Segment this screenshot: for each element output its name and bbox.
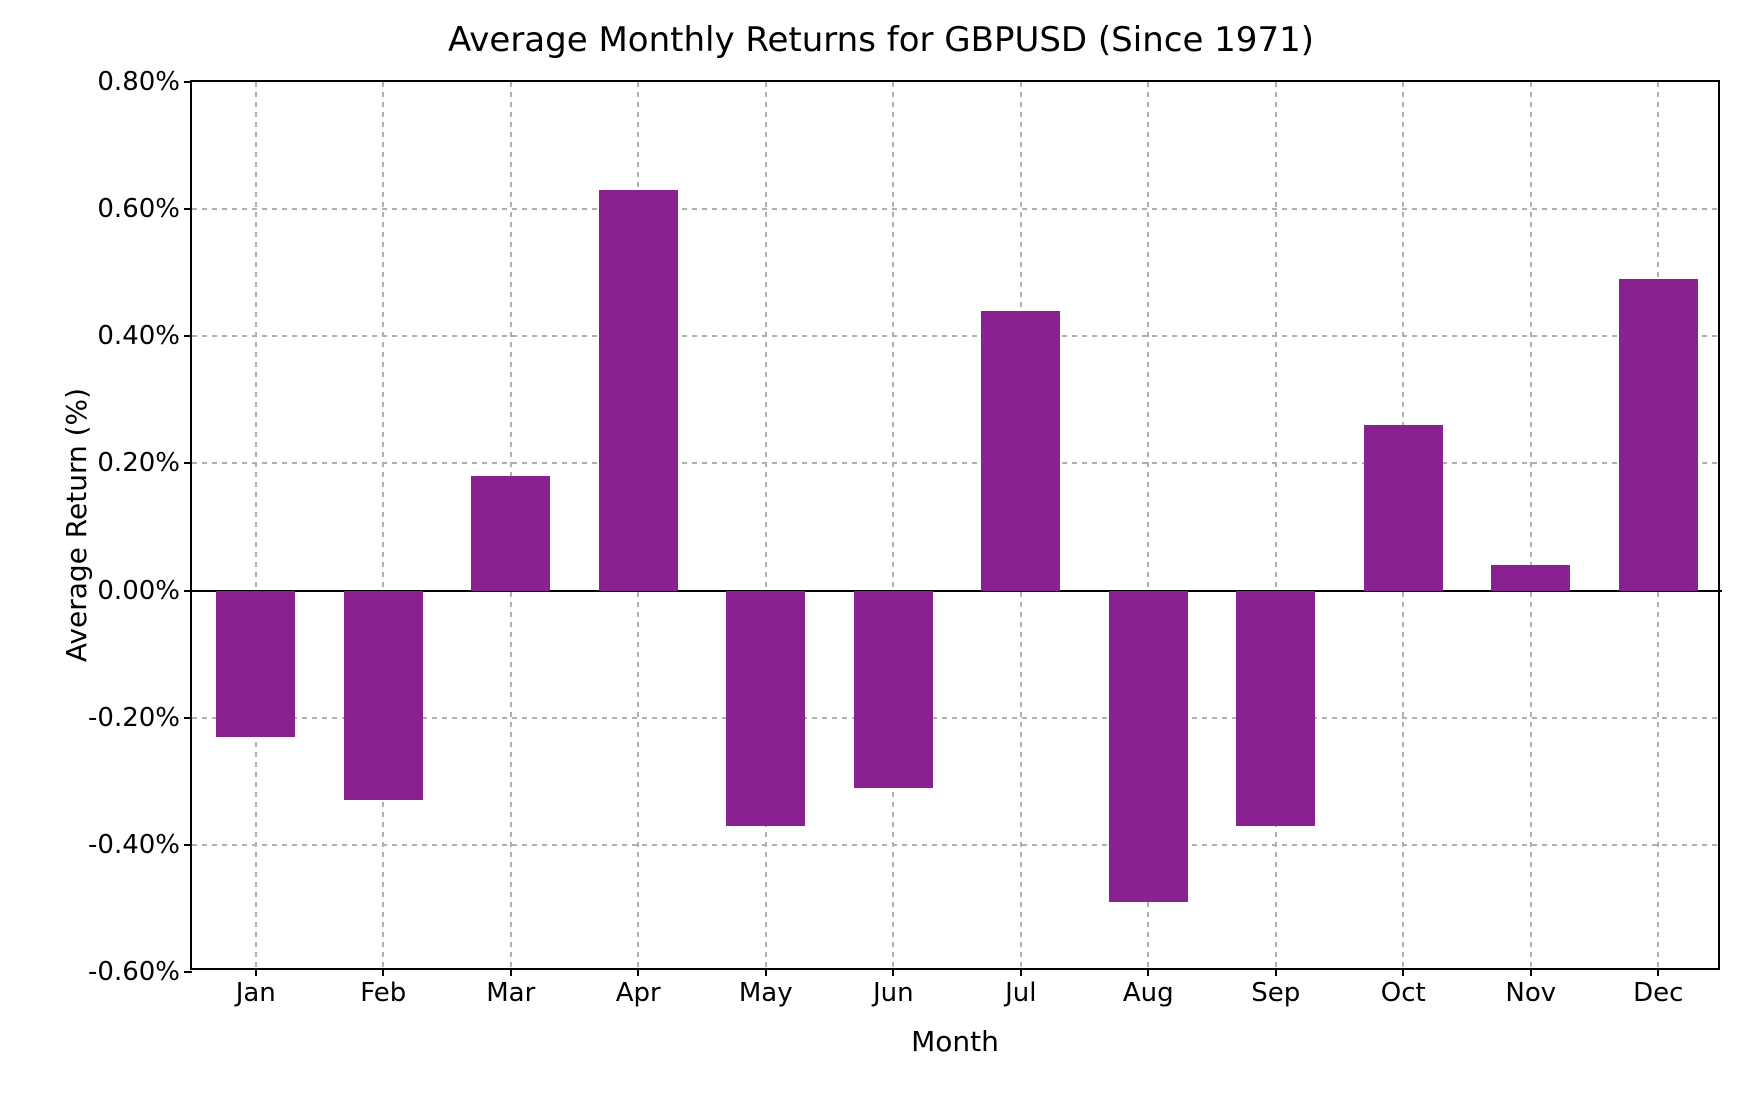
y-tick-mark <box>184 81 192 83</box>
chart-container: Average Monthly Returns for GBPUSD (Sinc… <box>20 20 1742 1081</box>
bar <box>1491 565 1570 590</box>
y-tick-mark <box>184 590 192 592</box>
bar <box>1619 279 1698 591</box>
y-tick-label: -0.60% <box>88 957 180 987</box>
x-tick-label: Apr <box>616 978 661 1008</box>
bar <box>981 311 1060 591</box>
y-tick-label: -0.20% <box>88 703 180 733</box>
y-tick-label: 0.20% <box>97 448 180 478</box>
bar <box>726 591 805 826</box>
x-tick-mark <box>382 968 384 976</box>
gridline-vertical <box>1530 82 1532 972</box>
bar <box>1236 591 1315 826</box>
y-tick-mark <box>184 208 192 210</box>
y-tick-label: 0.60% <box>97 194 180 224</box>
gridline-vertical <box>255 82 257 972</box>
bar <box>216 591 295 737</box>
gridline-horizontal <box>192 208 1722 210</box>
y-axis-label: Average Return (%) <box>60 388 93 662</box>
y-tick-label: 0.40% <box>97 321 180 351</box>
x-tick-label: Oct <box>1381 978 1426 1008</box>
x-tick-mark <box>1147 968 1149 976</box>
x-tick-label: Nov <box>1505 978 1556 1008</box>
gridline-vertical <box>382 82 384 972</box>
x-tick-mark <box>510 968 512 976</box>
bar <box>854 591 933 788</box>
x-tick-mark <box>1402 968 1404 976</box>
x-axis-label: Month <box>911 1025 999 1058</box>
x-tick-label: Jul <box>1005 978 1036 1008</box>
x-tick-mark <box>1275 968 1277 976</box>
y-tick-label: -0.40% <box>88 830 180 860</box>
x-tick-label: Sep <box>1251 978 1300 1008</box>
bar <box>599 190 678 591</box>
gridline-horizontal <box>192 462 1722 464</box>
gridline-vertical <box>892 82 894 972</box>
x-tick-mark <box>1657 968 1659 976</box>
plot-area: -0.60%-0.40%-0.20%0.00%0.20%0.40%0.60%0.… <box>190 80 1720 970</box>
x-tick-mark <box>765 968 767 976</box>
y-tick-mark <box>184 462 192 464</box>
gridline-horizontal <box>192 335 1722 337</box>
x-tick-label: May <box>739 978 793 1008</box>
y-tick-mark <box>184 844 192 846</box>
bar <box>1364 425 1443 590</box>
y-tick-mark <box>184 717 192 719</box>
x-tick-mark <box>637 968 639 976</box>
y-tick-label: 0.00% <box>97 576 180 606</box>
gridline-horizontal <box>192 844 1722 846</box>
x-tick-label: Mar <box>486 978 535 1008</box>
gridline-vertical <box>1275 82 1277 972</box>
bar <box>344 591 423 801</box>
x-tick-label: Feb <box>360 978 406 1008</box>
x-tick-label: Jun <box>873 978 914 1008</box>
gridline-vertical <box>765 82 767 972</box>
bar <box>471 476 550 590</box>
x-tick-mark <box>255 968 257 976</box>
chart-title: Average Monthly Returns for GBPUSD (Sinc… <box>20 20 1742 60</box>
bar <box>1109 591 1188 903</box>
y-tick-label: 0.80% <box>97 67 180 97</box>
x-tick-label: Dec <box>1633 978 1683 1008</box>
y-tick-mark <box>184 335 192 337</box>
x-tick-label: Aug <box>1123 978 1174 1008</box>
x-tick-mark <box>1020 968 1022 976</box>
x-tick-label: Jan <box>236 978 276 1008</box>
x-tick-mark <box>892 968 894 976</box>
x-tick-mark <box>1530 968 1532 976</box>
y-tick-mark <box>184 971 192 973</box>
